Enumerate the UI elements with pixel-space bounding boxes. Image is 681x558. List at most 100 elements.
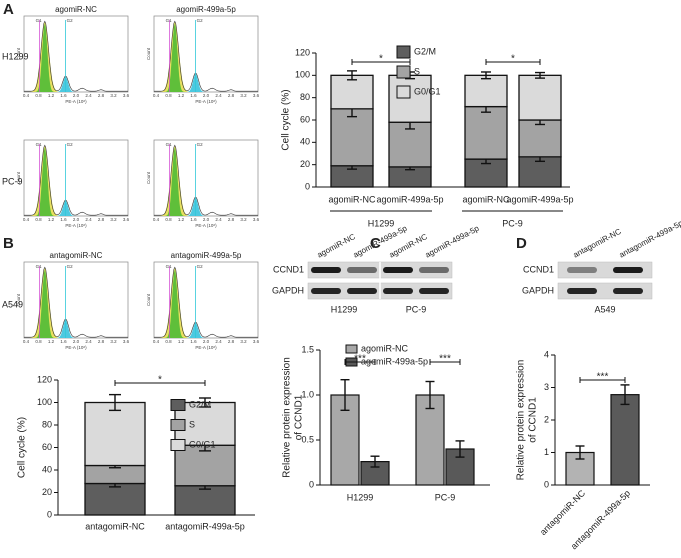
protein-label: CCND1 (523, 264, 554, 274)
flow-column-title: antagomiR-499a-5p (171, 251, 242, 260)
y-axis-label: Relative protein expression (516, 360, 527, 481)
lane-label: antagomiR-NC (572, 227, 623, 260)
flow-x-label: PE-A (10⁶) (65, 345, 87, 350)
y-tick-label: 0.5 (301, 434, 314, 444)
bar-segment (174, 485, 236, 516)
flow-x-tick-label: 3.2 (110, 217, 117, 222)
significance-label: *** (439, 354, 451, 365)
flow-plot: G1 G2 0.4 0.8 1.2 1.6 2.0 2.4 2.8 3.2 3.6 PE-A (10⁶… (146, 5, 259, 104)
significance-label: * (158, 375, 162, 386)
y-tick-label: 80 (42, 419, 52, 429)
legend-label: G2/M (414, 46, 436, 56)
legend-label: S (414, 66, 420, 76)
histogram-outline (154, 144, 258, 216)
bar (610, 394, 640, 486)
flow-x-tick-label: 3.6 (253, 339, 260, 344)
lane-label: agomiR-NC (316, 232, 357, 260)
flow-x-tick-label: 2.4 (85, 93, 92, 98)
flow-x-tick-label: 2.0 (73, 217, 80, 222)
peak-label: G2 (67, 264, 74, 269)
y-tick-label: 120 (37, 374, 52, 384)
x-tick-label: antagomiR-NC (85, 521, 145, 531)
histogram-outline (24, 20, 128, 92)
flow-plot: G1 G2 0.4 0.8 1.2 1.6 2.0 2.4 2.8 3.2 3.6 PE-A (10⁶… (16, 251, 129, 350)
g1-peak-green (154, 147, 258, 216)
bar (415, 394, 445, 486)
y-tick-label: 0 (47, 509, 52, 519)
bar-segment (84, 482, 146, 516)
lane-label: agomiR-499a-5p (424, 223, 481, 259)
blot-strip (557, 261, 653, 279)
significance-label: * (511, 54, 515, 65)
flow-x-tick-label: 0.8 (165, 217, 172, 222)
flow-x-tick-label: 3.2 (110, 339, 117, 344)
flow-x-label: PE-A (10⁶) (195, 345, 217, 350)
y-tick-label: 1 (544, 447, 549, 457)
flow-x-tick-label: 3.6 (253, 93, 260, 98)
legend-label: agomiR-NC (361, 343, 409, 353)
peak-label: G2 (67, 18, 74, 23)
blot-band (347, 267, 377, 273)
flow-x-tick-label: 2.4 (215, 339, 222, 344)
flow-x-tick-label: 1.2 (178, 339, 185, 344)
blot-band (419, 267, 449, 273)
flow-x-tick-label: 2.4 (85, 217, 92, 222)
flow-x-tick-label: 1.6 (190, 339, 197, 344)
flow-x-tick-label: 0.8 (35, 339, 42, 344)
protein-label: GAPDH (272, 285, 304, 295)
y-tick-label: 0 (544, 479, 549, 489)
flow-x-tick-label: 3.6 (253, 217, 260, 222)
flow-x-tick-label: 2.8 (228, 339, 235, 344)
flow-x-tick-label: 1.6 (60, 339, 67, 344)
flow-x-tick-label: 2.4 (215, 217, 222, 222)
y-tick-label: 100 (37, 397, 52, 407)
error-bar (347, 70, 357, 81)
flow-x-tick-label: 1.2 (48, 93, 55, 98)
bar-segment (330, 74, 374, 110)
flow-y-label: Count (16, 171, 21, 184)
g1-peak-yellow (154, 268, 258, 338)
x-tick-label: agomiR-NC (328, 194, 376, 204)
peak-label: G1 (166, 142, 173, 147)
legend-label: G0/G1 (414, 86, 441, 96)
flow-x-label: PE-A (10⁶) (65, 99, 87, 104)
y-tick-label: 80 (300, 92, 310, 102)
flow-x-tick-label: 3.2 (240, 217, 247, 222)
flow-x-label: PE-A (10⁶) (195, 223, 217, 228)
flow-y-label: Count (16, 293, 21, 306)
x-tick-label: agomiR-499a-5p (376, 194, 443, 204)
g1-peak-green (24, 23, 128, 93)
flow-x-tick-label: 3.2 (110, 93, 117, 98)
flow-x-tick-label: 2.4 (85, 339, 92, 344)
x-tick-label: PC-9 (435, 492, 456, 502)
flow-column-title: antagomiR-NC (50, 251, 103, 260)
histogram-outline (154, 20, 258, 92)
y-axis-label: of CCND1 (294, 394, 305, 440)
g1-peak-green (154, 269, 258, 338)
flow-x-tick-label: 1.6 (60, 217, 67, 222)
legend-label: agomiR-499a-5p (361, 356, 428, 366)
bar-segment (84, 401, 146, 467)
x-tick-label: agomiR-499a-5p (506, 194, 573, 204)
bar-segment (464, 105, 508, 160)
histogram-outline (24, 144, 128, 216)
x-tick-label: agomiR-NC (462, 194, 510, 204)
blot-band (419, 288, 449, 294)
flow-x-label: PE-A (10⁶) (65, 223, 87, 228)
flow-plot: G1 G2 0.4 0.8 1.2 1.6 2.0 2.4 2.8 3.2 3.6 PE-A (10⁶… (146, 139, 260, 228)
flow-x-tick-label: 2.8 (98, 93, 105, 98)
row-label: PC-9 (2, 176, 23, 186)
flow-x-tick-label: 1.6 (190, 93, 197, 98)
g1-peak-green (154, 23, 258, 93)
flow-x-tick-label: 0.4 (23, 339, 30, 344)
flow-x-tick-label: 2.8 (98, 339, 105, 344)
bar-segment (464, 74, 508, 108)
group-label: H1299 (368, 218, 395, 228)
error-bar (575, 445, 585, 460)
y-tick-label: 1.5 (301, 344, 314, 354)
blot-band (347, 288, 377, 294)
y-tick-label: 60 (42, 442, 52, 452)
y-axis-label: Cell cycle (%) (17, 417, 28, 478)
legend-swatch (170, 399, 186, 411)
